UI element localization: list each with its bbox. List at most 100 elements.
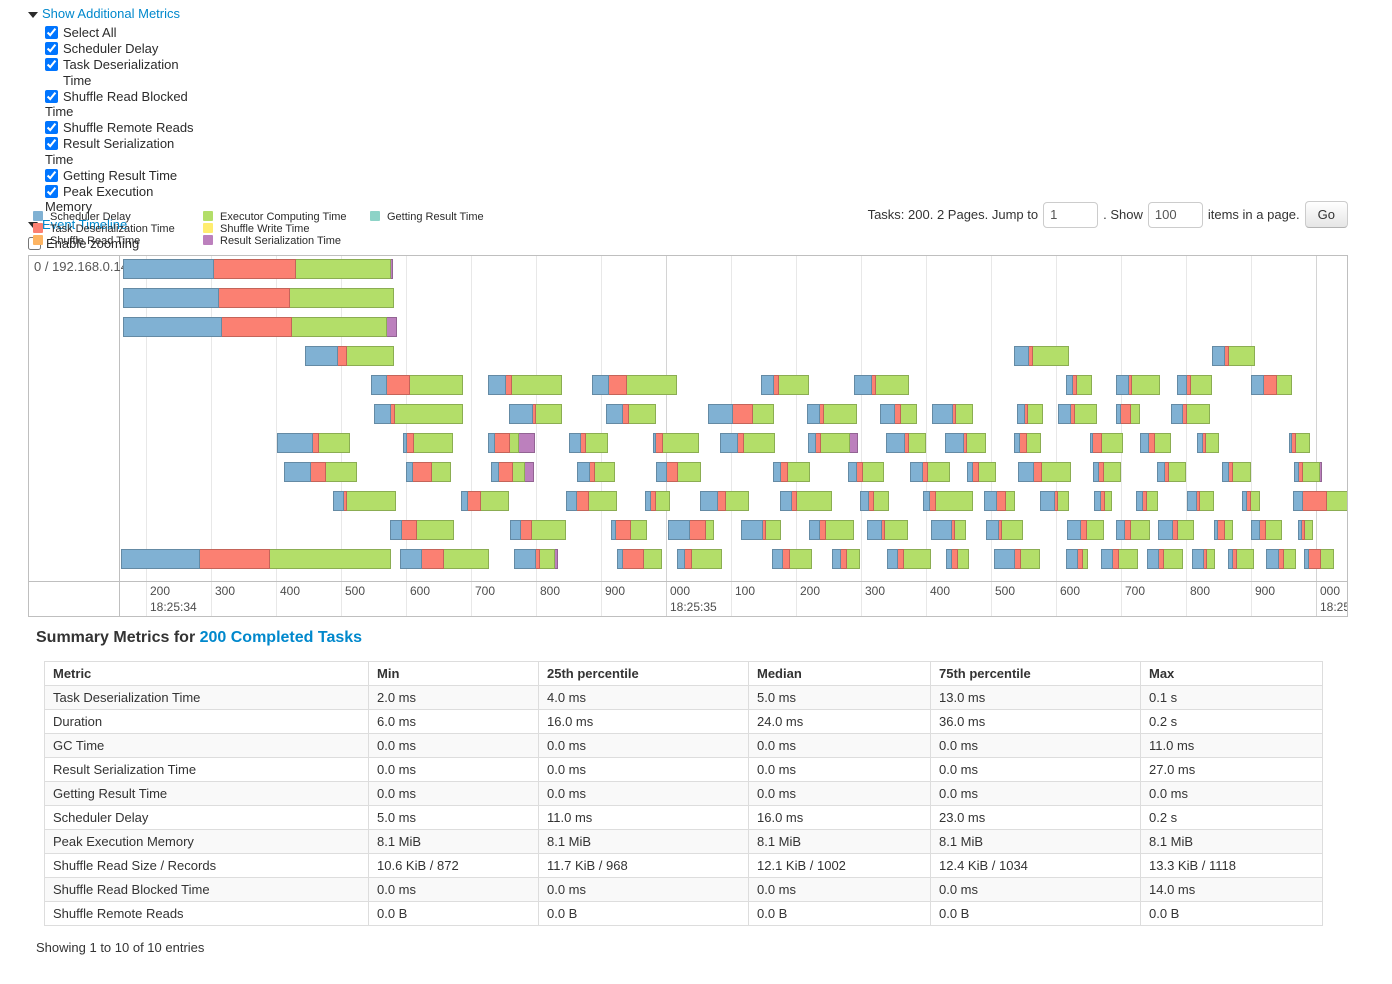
task-bar[interactable]	[390, 520, 455, 540]
metric-checkbox[interactable]	[45, 26, 58, 39]
task-bar[interactable]	[771, 549, 812, 569]
task-bar[interactable]	[592, 375, 678, 395]
task-bar[interactable]	[1066, 520, 1104, 540]
task-bar[interactable]	[867, 520, 908, 540]
metric-checkbox[interactable]	[45, 184, 58, 198]
completed-tasks-link[interactable]: 200 Completed Tasks	[199, 629, 363, 646]
task-bar[interactable]	[1171, 404, 1210, 424]
task-bar[interactable]	[656, 462, 701, 482]
task-bar[interactable]	[332, 491, 397, 511]
task-bar[interactable]	[509, 520, 566, 540]
task-bar[interactable]	[460, 491, 509, 511]
task-bar[interactable]	[121, 549, 392, 569]
task-bar[interactable]	[909, 462, 950, 482]
task-bar[interactable]	[1065, 375, 1092, 395]
task-bar[interactable]	[886, 433, 926, 453]
task-bar[interactable]	[1115, 520, 1151, 540]
task-bar[interactable]	[967, 462, 996, 482]
task-bar[interactable]	[490, 462, 534, 482]
task-bar[interactable]	[403, 433, 454, 453]
task-bar[interactable]	[809, 520, 855, 540]
task-bar[interactable]	[1294, 462, 1322, 482]
task-bar[interactable]	[487, 375, 562, 395]
task-bar[interactable]	[616, 549, 663, 569]
task-bar[interactable]	[277, 433, 350, 453]
task-bar[interactable]	[1228, 549, 1254, 569]
task-bar[interactable]	[700, 491, 749, 511]
task-bar[interactable]	[1058, 404, 1097, 424]
metric-checkbox[interactable]	[45, 137, 58, 150]
task-bar[interactable]	[886, 549, 931, 569]
task-bar[interactable]	[945, 549, 969, 569]
jump-to-page-input[interactable]	[1043, 201, 1099, 228]
task-bar[interactable]	[1157, 462, 1186, 482]
task-bar[interactable]	[1298, 520, 1314, 540]
task-bar[interactable]	[986, 520, 1023, 540]
task-bar[interactable]	[373, 404, 463, 424]
task-bar[interactable]	[565, 491, 617, 511]
task-bar[interactable]	[1093, 462, 1121, 482]
task-bar[interactable]	[945, 433, 986, 453]
task-bar[interactable]	[1157, 520, 1195, 540]
task-bar[interactable]	[509, 404, 563, 424]
task-bar[interactable]	[773, 462, 811, 482]
task-bar[interactable]	[399, 549, 489, 569]
task-bar[interactable]	[405, 462, 451, 482]
task-bar[interactable]	[860, 491, 889, 511]
task-bar[interactable]	[708, 404, 774, 424]
metric-checkbox[interactable]	[45, 121, 58, 134]
task-bar[interactable]	[932, 404, 974, 424]
task-bar[interactable]	[1147, 549, 1184, 569]
task-bar[interactable]	[1251, 375, 1292, 395]
task-bar[interactable]	[123, 317, 397, 337]
task-bar[interactable]	[644, 491, 671, 511]
task-bar[interactable]	[283, 462, 357, 482]
task-bar[interactable]	[880, 404, 918, 424]
task-bar[interactable]	[1196, 433, 1219, 453]
task-bar[interactable]	[1187, 491, 1215, 511]
task-bar[interactable]	[676, 549, 722, 569]
task-bar[interactable]	[930, 520, 967, 540]
task-bar[interactable]	[1192, 549, 1215, 569]
task-bar[interactable]	[123, 259, 393, 279]
task-bar[interactable]	[807, 404, 857, 424]
task-bar[interactable]	[1017, 404, 1044, 424]
task-bar[interactable]	[605, 404, 656, 424]
task-bar[interactable]	[576, 462, 616, 482]
metric-checkbox[interactable]	[45, 89, 58, 103]
task-bar[interactable]	[513, 549, 559, 569]
task-bar[interactable]	[1066, 549, 1089, 569]
task-bar[interactable]	[761, 375, 810, 395]
task-bar[interactable]	[1212, 346, 1255, 366]
metric-checkbox[interactable]	[45, 168, 58, 182]
task-bar[interactable]	[568, 433, 608, 453]
task-bar[interactable]	[1251, 520, 1282, 540]
task-bar[interactable]	[832, 549, 861, 569]
metric-checkbox[interactable]	[45, 42, 58, 55]
task-bar[interactable]	[1039, 491, 1069, 511]
task-bar[interactable]	[1214, 520, 1233, 540]
task-bar[interactable]	[1221, 462, 1251, 482]
task-bar[interactable]	[1266, 549, 1297, 569]
task-bar[interactable]	[487, 433, 536, 453]
go-button[interactable]: Go	[1304, 201, 1348, 228]
task-bar[interactable]	[1289, 433, 1310, 453]
task-bar[interactable]	[808, 433, 859, 453]
task-bar[interactable]	[780, 491, 833, 511]
task-bar[interactable]	[1293, 491, 1347, 511]
task-bar[interactable]	[611, 520, 647, 540]
task-bar[interactable]	[1177, 375, 1212, 395]
task-bar[interactable]	[848, 462, 885, 482]
task-bar[interactable]	[1115, 375, 1160, 395]
task-bar[interactable]	[983, 491, 1016, 511]
show-additional-metrics-toggle[interactable]: Show Additional Metrics	[28, 6, 288, 22]
task-bar[interactable]	[1018, 462, 1072, 482]
task-bar[interactable]	[741, 520, 781, 540]
task-bar[interactable]	[123, 288, 395, 308]
task-bar[interactable]	[922, 491, 973, 511]
task-bar[interactable]	[1140, 433, 1172, 453]
task-bar[interactable]	[1094, 491, 1113, 511]
task-bar[interactable]	[1242, 491, 1260, 511]
task-bar[interactable]	[1101, 549, 1138, 569]
task-bar[interactable]	[1014, 346, 1069, 366]
